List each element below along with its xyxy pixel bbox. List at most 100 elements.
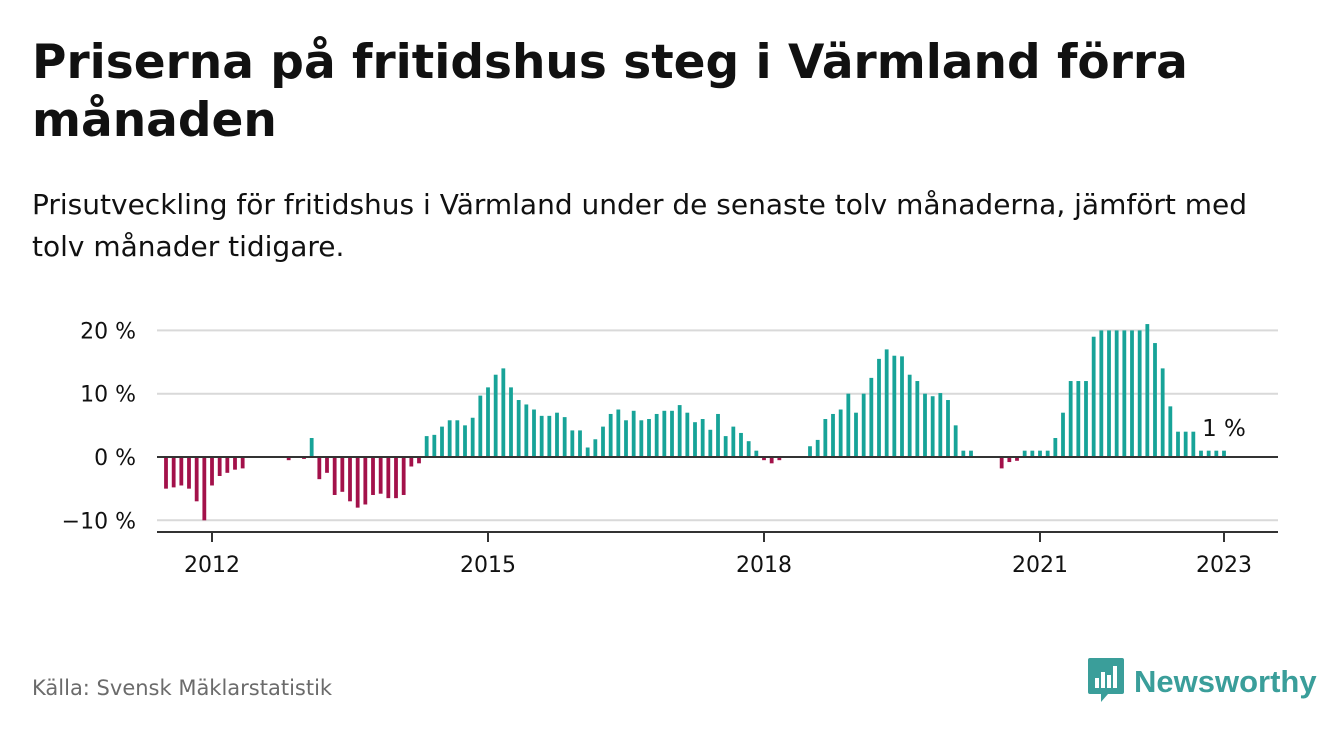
bar [225, 457, 230, 473]
bar [677, 405, 682, 457]
bar [739, 432, 743, 457]
gridlines [157, 329, 1278, 522]
bar [1145, 324, 1150, 457]
y-tick-label: 10 % [80, 383, 136, 408]
bar [808, 446, 812, 457]
source-note: Källa: Svensk Mäklarstatistik [32, 676, 333, 700]
bar [1122, 330, 1127, 457]
bar [164, 457, 168, 489]
bar [317, 457, 322, 480]
bar [401, 457, 406, 495]
bar [386, 457, 391, 499]
bar [700, 419, 705, 457]
bar [455, 420, 460, 457]
bar [486, 387, 490, 457]
bar [440, 426, 444, 457]
bar [424, 436, 429, 457]
bar [509, 387, 513, 457]
bar [854, 412, 858, 457]
bar [762, 457, 766, 461]
bar [647, 419, 651, 457]
bar [501, 368, 506, 457]
bar [746, 441, 751, 457]
last-value-annotation: 1 % [1202, 416, 1246, 442]
bar [363, 457, 368, 505]
bar [593, 439, 598, 457]
bar [555, 412, 559, 457]
bars [164, 324, 1226, 521]
bar [1176, 431, 1180, 457]
y-tick-label: −10 % [62, 509, 136, 534]
brand[interactable]: Newsworthy [1088, 658, 1317, 704]
bar [194, 457, 199, 502]
bar [1114, 330, 1119, 457]
bar [210, 457, 214, 486]
x-tick-label: 2023 [1196, 553, 1252, 578]
bar [823, 419, 828, 457]
bar [1206, 450, 1211, 457]
bar [325, 457, 329, 473]
bar [769, 457, 774, 464]
bar [562, 417, 567, 457]
bar [900, 356, 904, 457]
bar [946, 400, 950, 457]
bar [777, 457, 782, 461]
bar [570, 430, 575, 457]
chart-subtitle: Prisutveckling för fritidshus i Värmland… [32, 188, 1248, 263]
bar [1099, 330, 1104, 457]
bar [1053, 438, 1058, 457]
bar [585, 447, 590, 457]
bar [708, 429, 713, 457]
bar [340, 457, 345, 492]
x-axis-ticks: 2012 2015 2018 2021 2023 [184, 532, 1252, 578]
bar [371, 457, 375, 495]
bar [355, 457, 360, 508]
bar [1068, 381, 1073, 457]
bar [1153, 343, 1157, 457]
bar [915, 381, 920, 457]
bar [1168, 406, 1173, 457]
bar [348, 457, 352, 502]
bar [608, 413, 613, 457]
bar [394, 457, 398, 499]
bar [731, 426, 736, 457]
chart-title: Priserna på fritidshus steg i Värmland f… [32, 35, 1188, 148]
brand-name: Newsworthy [1134, 664, 1317, 699]
bar [693, 422, 697, 457]
bar [624, 420, 628, 457]
bar [969, 450, 973, 457]
bar [233, 457, 237, 470]
bar [217, 457, 222, 476]
x-tick-label: 2012 [184, 553, 240, 578]
bar [861, 393, 866, 457]
bar [1137, 330, 1142, 457]
bar [1199, 450, 1203, 457]
bar [999, 457, 1004, 469]
bar [309, 438, 314, 457]
bar [539, 415, 544, 458]
bar [1084, 381, 1088, 457]
bar [815, 439, 820, 457]
y-axis-ticks: 20 % 10 % 0 % −10 % [62, 319, 136, 534]
bar [516, 400, 521, 457]
bar [723, 436, 728, 457]
bar [838, 409, 843, 457]
bar [1015, 457, 1019, 461]
bar [831, 413, 835, 457]
bar [332, 457, 337, 495]
bar [1091, 336, 1096, 457]
bar [478, 395, 483, 457]
bar [470, 417, 475, 457]
bar [378, 457, 383, 494]
bar [670, 410, 674, 457]
bar [547, 415, 552, 458]
y-tick-label: 0 % [94, 446, 136, 471]
bar [923, 393, 927, 457]
bar [1222, 450, 1226, 457]
bar [578, 430, 582, 457]
bar [662, 410, 667, 457]
bar [938, 393, 943, 457]
x-tick-label: 2015 [460, 553, 516, 578]
bar [846, 393, 851, 457]
